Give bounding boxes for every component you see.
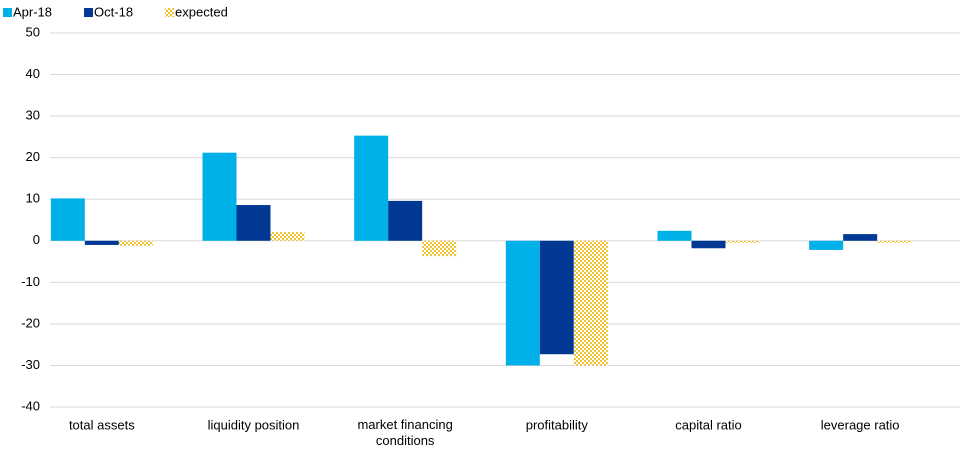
- legend-label: expected: [175, 4, 228, 19]
- bar: [657, 230, 692, 241]
- x-tick-label: capital ratio: [675, 417, 741, 432]
- x-tick-label: leverage ratio: [821, 417, 900, 432]
- y-tick-label: 40: [26, 66, 40, 81]
- y-tick-label: 10: [26, 191, 40, 206]
- bar: [505, 240, 540, 366]
- y-tick-label: 20: [26, 149, 40, 164]
- bar: [422, 240, 457, 257]
- y-tick-label: 50: [26, 24, 40, 39]
- x-tick-label: liquidity position: [208, 417, 300, 432]
- bar: [388, 200, 423, 241]
- legend-swatch: [3, 8, 12, 17]
- x-tick-label: total assets: [69, 417, 135, 432]
- x-tick-label: profitability: [526, 417, 589, 432]
- bar: [539, 240, 574, 355]
- legend-swatch: [84, 8, 94, 17]
- bar: [725, 240, 760, 243]
- y-tick-label: -20: [21, 315, 40, 330]
- bar: [118, 240, 153, 246]
- y-tick-label: -30: [21, 357, 40, 372]
- bar: [877, 240, 912, 243]
- bar: [354, 135, 389, 241]
- bar: [691, 240, 726, 249]
- bar: [809, 240, 844, 250]
- bar: [202, 152, 237, 241]
- legend-label: Oct-18: [94, 4, 133, 19]
- legend-label: Apr-18: [13, 4, 52, 19]
- x-tick-label: market financing conditions: [357, 417, 452, 448]
- y-tick-label: 0: [33, 232, 40, 247]
- bar: [50, 198, 85, 241]
- bar: [270, 232, 305, 241]
- bar: [84, 240, 119, 245]
- y-tick-label: -10: [21, 274, 40, 289]
- bar: [236, 205, 271, 241]
- y-tick-label: 30: [26, 108, 40, 123]
- legend-swatch: [165, 8, 175, 17]
- bar: [573, 240, 608, 366]
- bar: [843, 234, 878, 241]
- y-tick-label: -40: [21, 398, 40, 413]
